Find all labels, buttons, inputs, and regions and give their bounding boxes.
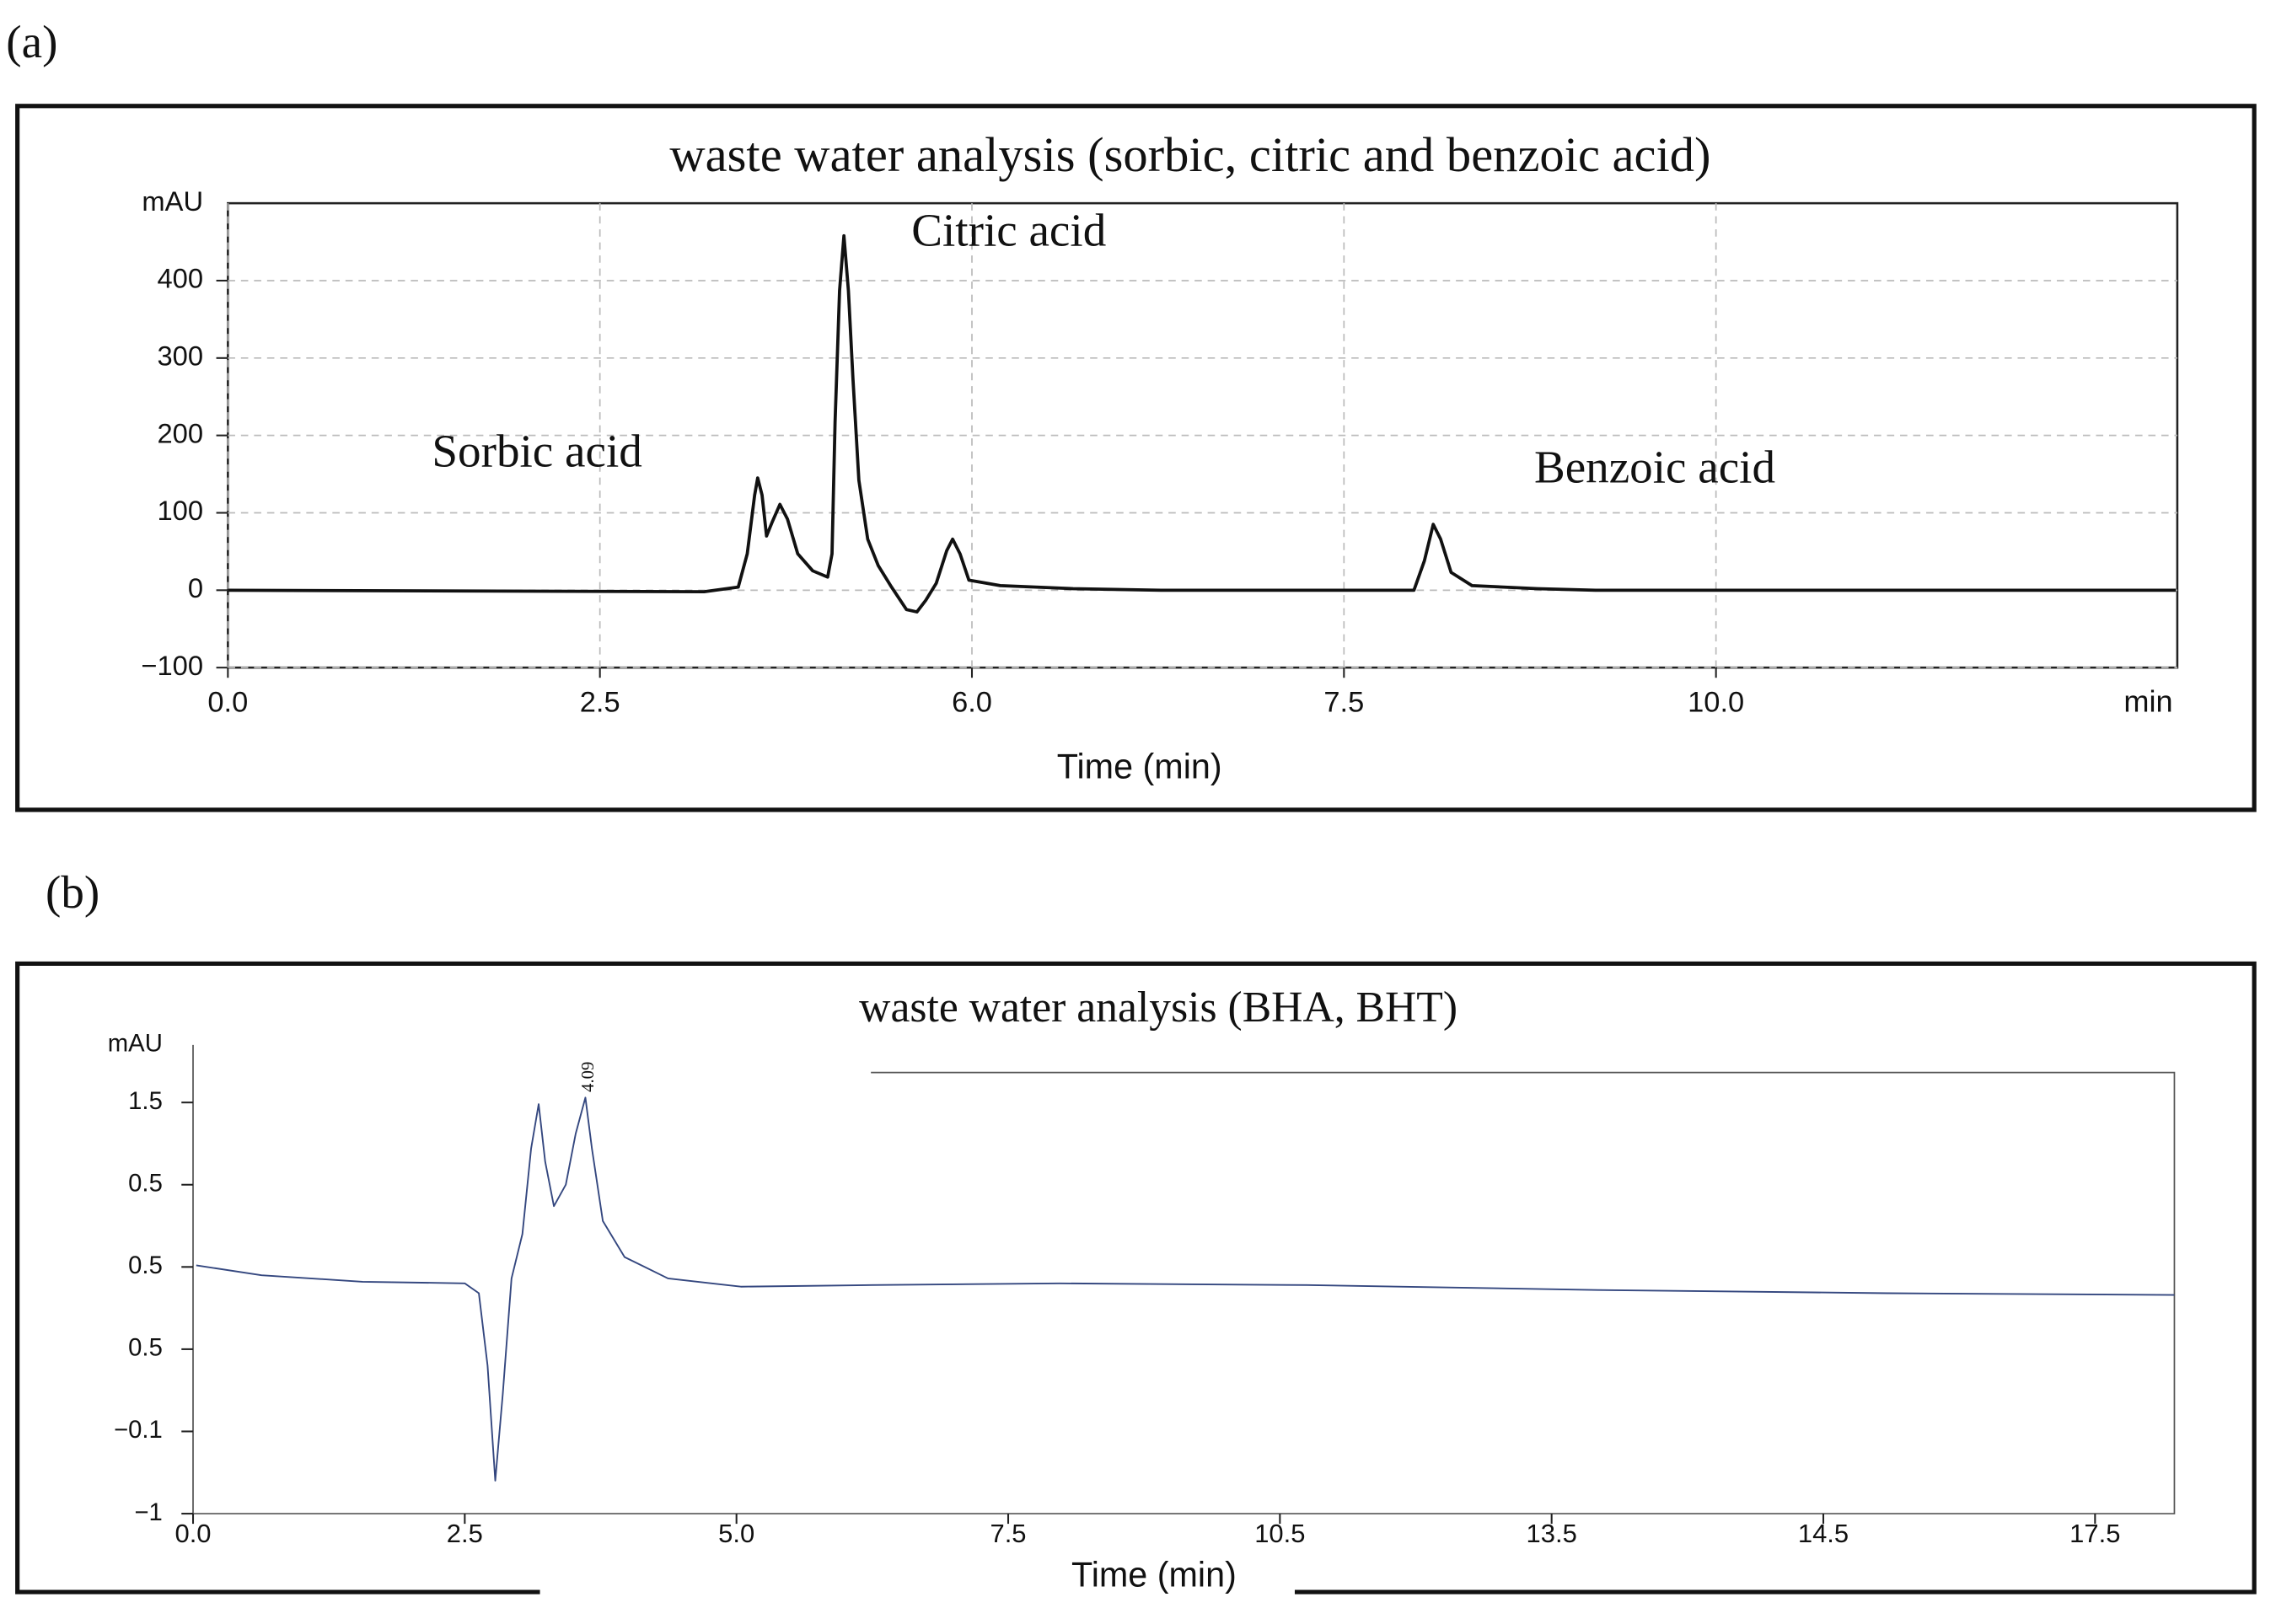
y-tick-label: 1.5	[128, 1088, 163, 1115]
y-tick-label: 400	[157, 263, 203, 294]
chart-title: waste water analysis (sorbic, citric and…	[669, 127, 1710, 182]
panel-label: (a)	[6, 16, 57, 67]
annotation: Citric acid	[911, 205, 1106, 256]
x-tick-label: 2.5	[580, 686, 620, 718]
x-unit: min	[2123, 684, 2172, 719]
y-tick-label: −0.1	[114, 1417, 163, 1444]
y-tick-label: 0.5	[128, 1252, 163, 1279]
data-line	[196, 1096, 2175, 1482]
y-tick-label: −100	[141, 650, 203, 681]
x-tick-label: 10.0	[1688, 686, 1744, 718]
panel-frame	[15, 961, 2257, 1595]
annotation: Sorbic acid	[432, 425, 641, 476]
y-tick-label: 100	[157, 495, 203, 526]
x-tick-label: 6.0	[952, 686, 992, 718]
y-tick-label: 0.5	[128, 1335, 163, 1362]
chart-title: waste water analysis (BHA, BHT)	[859, 984, 1457, 1032]
y-tick-label: 0	[188, 572, 203, 603]
x-axis-label: Time (min)	[1057, 748, 1222, 786]
y-tick-label: 200	[157, 417, 203, 448]
panel-frame	[15, 104, 2257, 812]
y-unit: mAU	[108, 1031, 163, 1058]
y-tick-label: 0.5	[128, 1170, 163, 1197]
annotation: 4.09	[579, 1062, 598, 1092]
y-tick-label: 300	[157, 340, 203, 371]
y-unit: mAU	[142, 185, 203, 217]
y-tick-label: −1	[134, 1499, 162, 1526]
data-line	[228, 233, 2177, 614]
x-tick-label: 7.5	[1323, 686, 1364, 718]
plot-frame	[192, 1044, 2176, 1514]
annotation: Benzoic acid	[1534, 441, 1775, 492]
x-axis-label: Time (min)	[1071, 1556, 1237, 1595]
x-tick-label: 0.0	[207, 686, 248, 718]
panel-label: (b)	[46, 866, 99, 918]
